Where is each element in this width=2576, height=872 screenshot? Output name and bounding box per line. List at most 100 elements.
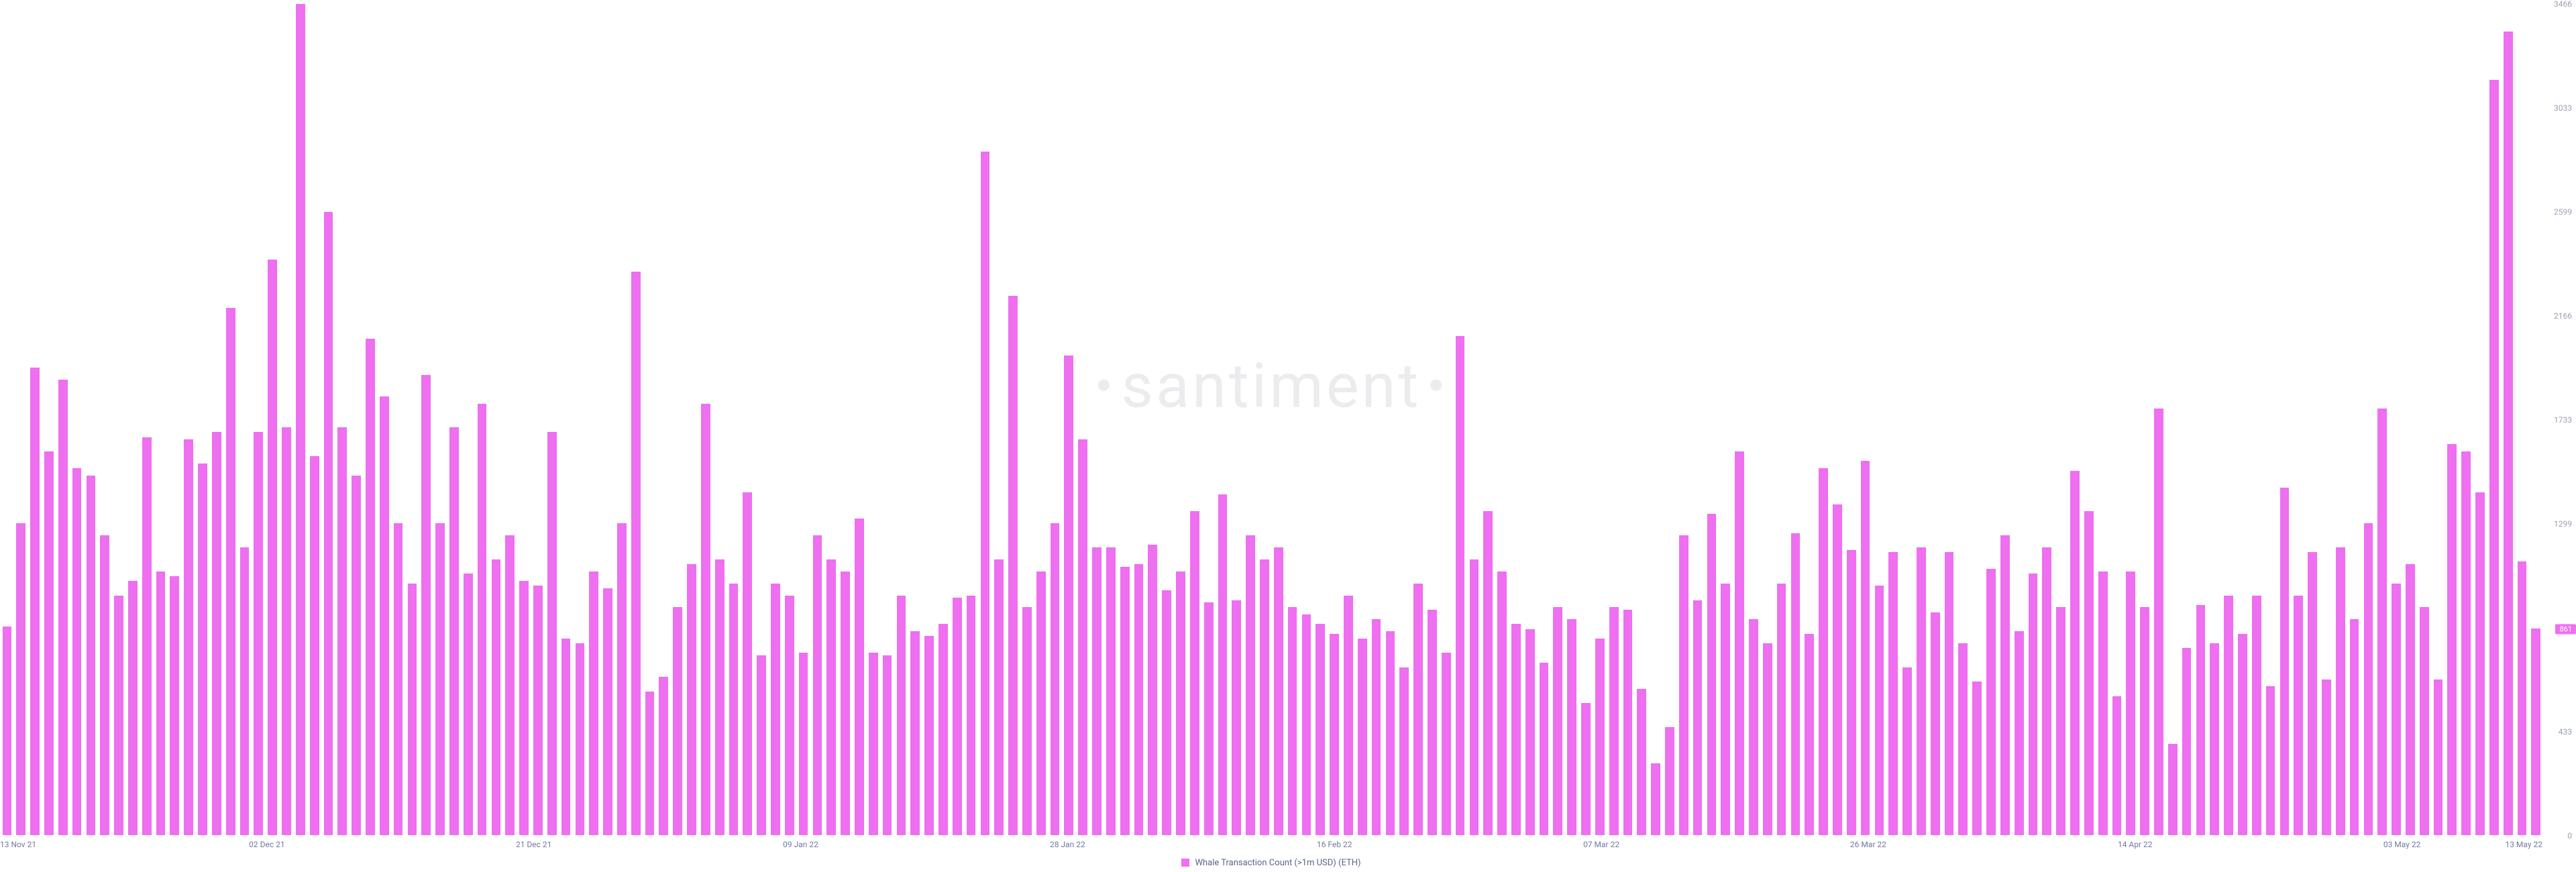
bar[interactable]: [1749, 619, 1758, 835]
bar[interactable]: [2210, 643, 2219, 835]
bar[interactable]: [1442, 653, 1451, 835]
bar[interactable]: [1176, 571, 1185, 835]
bar[interactable]: [1819, 468, 1828, 835]
bar[interactable]: [2364, 523, 2373, 835]
bar[interactable]: [1721, 584, 1730, 835]
bar[interactable]: [352, 476, 361, 835]
bar[interactable]: [324, 212, 333, 835]
bar[interactable]: [2015, 631, 2024, 835]
bar[interactable]: [2308, 552, 2317, 835]
bar[interactable]: [2322, 679, 2331, 835]
bar[interactable]: [1693, 600, 1703, 835]
bar[interactable]: [2238, 634, 2247, 835]
bar[interactable]: [1372, 619, 1381, 835]
bar[interactable]: [981, 152, 990, 835]
bar[interactable]: [408, 584, 417, 835]
bar[interactable]: [1008, 296, 1018, 835]
bar[interactable]: [1134, 564, 1144, 835]
bar[interactable]: [1246, 535, 1255, 835]
bar[interactable]: [212, 432, 221, 835]
bar[interactable]: [1092, 547, 1102, 835]
bar[interactable]: [813, 535, 822, 835]
bar[interactable]: [44, 451, 54, 835]
bar[interactable]: [366, 339, 375, 835]
bar[interactable]: [1875, 586, 1884, 835]
bar[interactable]: [2420, 607, 2429, 835]
bar[interactable]: [589, 571, 598, 835]
bar[interactable]: [2518, 561, 2527, 835]
bar[interactable]: [1316, 624, 1325, 835]
bar[interactable]: [268, 260, 277, 835]
bar[interactable]: [617, 523, 627, 835]
bar[interactable]: [1888, 552, 1898, 835]
bar[interactable]: [87, 476, 96, 835]
bar[interactable]: [1358, 639, 1367, 835]
bar[interactable]: [1330, 634, 1339, 835]
bar[interactable]: [659, 677, 668, 835]
bar[interactable]: [156, 571, 166, 835]
bar[interactable]: [1274, 547, 1283, 835]
bar[interactable]: [994, 559, 1004, 835]
bar[interactable]: [603, 588, 612, 835]
bar[interactable]: [2350, 619, 2359, 835]
bar[interactable]: [2070, 471, 2080, 835]
bar[interactable]: [561, 639, 571, 835]
bar[interactable]: [1428, 610, 1437, 835]
bar[interactable]: [2224, 596, 2233, 835]
bar[interactable]: [2000, 535, 2010, 835]
bar[interactable]: [1302, 614, 1311, 835]
bar[interactable]: [547, 432, 557, 835]
bar[interactable]: [2182, 648, 2192, 835]
bar[interactable]: [254, 432, 263, 835]
bar[interactable]: [2252, 596, 2261, 835]
bar[interactable]: [114, 596, 123, 835]
bar[interactable]: [1120, 567, 1130, 835]
bar[interactable]: [2126, 571, 2135, 835]
bar[interactable]: [1232, 600, 1241, 835]
bar[interactable]: [1470, 559, 1479, 835]
bar[interactable]: [1553, 607, 1562, 835]
bar[interactable]: [533, 586, 543, 835]
bar[interactable]: [337, 427, 347, 835]
bar[interactable]: [2196, 605, 2206, 835]
bar[interactable]: [2504, 32, 2513, 835]
bar[interactable]: [1986, 569, 1996, 835]
bar[interactable]: [1399, 667, 1409, 835]
bar[interactable]: [1917, 547, 1926, 835]
bar[interactable]: [1777, 584, 1786, 835]
bar[interactable]: [576, 643, 585, 835]
bar[interactable]: [170, 576, 179, 835]
bar[interactable]: [240, 547, 250, 835]
bar[interactable]: [505, 535, 515, 835]
bar[interactable]: [1148, 545, 1157, 835]
bar[interactable]: [492, 559, 501, 835]
bar[interactable]: [226, 308, 235, 835]
bar[interactable]: [785, 596, 794, 835]
bar[interactable]: [2461, 451, 2471, 835]
bar[interactable]: [910, 631, 920, 835]
bar[interactable]: [198, 464, 207, 835]
bar[interactable]: [421, 375, 431, 835]
bar[interactable]: [1931, 612, 1940, 835]
bar[interactable]: [58, 380, 68, 835]
bar[interactable]: [924, 636, 934, 835]
bar[interactable]: [1036, 571, 1046, 835]
bar[interactable]: [519, 581, 529, 835]
bar[interactable]: [2280, 488, 2290, 835]
bar[interactable]: [435, 523, 445, 835]
bar[interactable]: [1218, 494, 1228, 835]
bar[interactable]: [449, 427, 459, 835]
bar[interactable]: [1902, 667, 1912, 835]
bar[interactable]: [184, 439, 193, 835]
bar[interactable]: [2154, 408, 2163, 835]
bar[interactable]: [2392, 584, 2401, 835]
bar[interactable]: [1707, 514, 1717, 835]
bar[interactable]: [2336, 547, 2345, 835]
bar[interactable]: [1609, 607, 1619, 835]
bar[interactable]: [1958, 643, 1968, 835]
bar[interactable]: [743, 492, 752, 835]
bar[interactable]: [2042, 547, 2051, 835]
bar[interactable]: [1679, 535, 1688, 835]
bar[interactable]: [2294, 596, 2303, 835]
bar[interactable]: [1106, 547, 1116, 835]
